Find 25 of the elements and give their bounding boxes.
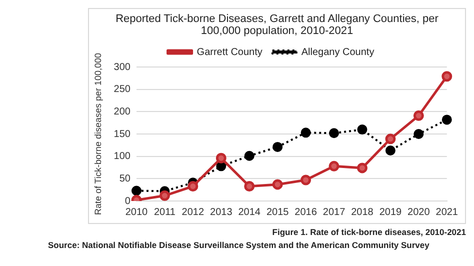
x-tick-label: 2021 bbox=[436, 206, 458, 218]
source-note: Source: National Notifiable Disease Surveillance System and the American Community Survey bbox=[48, 240, 430, 250]
x-tick-label: 2017 bbox=[322, 206, 346, 218]
caption: Figure 1. Rate of tick-borne diseases, 2010-2021 bbox=[271, 227, 466, 237]
y-tick-label: 300 bbox=[114, 62, 131, 73]
x-tick-label: 2010 bbox=[125, 206, 148, 218]
x-tick-label: 2016 bbox=[294, 206, 318, 218]
x-tick-label: 2013 bbox=[210, 206, 233, 218]
y-tick-label: 50 bbox=[119, 173, 131, 184]
y-tick-label: 100 bbox=[114, 151, 131, 162]
x-tick-label: 2014 bbox=[238, 206, 261, 218]
y-tick-label: 150 bbox=[114, 128, 131, 140]
x-tick-label: 2020 bbox=[408, 206, 430, 218]
x-tick-label: 2019 bbox=[379, 206, 402, 218]
x-tick-label: 2018 bbox=[351, 206, 374, 218]
x-tick-label: 2011 bbox=[154, 206, 176, 218]
y-tick-label: 200 bbox=[114, 106, 131, 118]
x-tick-label: 2015 bbox=[266, 206, 290, 218]
legend-label: Allegany County bbox=[301, 46, 374, 58]
x-tick-label: 2012 bbox=[182, 206, 204, 218]
y-axis-title: Rate of Tick-borne diseases per 100,000 bbox=[92, 52, 103, 216]
y-tick-label: 250 bbox=[114, 84, 131, 96]
legend-label: Garrett County bbox=[196, 46, 262, 58]
y-tick-label: 0 bbox=[124, 196, 131, 207]
chart-title: Reported Tick-borne Diseases, Garrett and Allegany Counties, per 100,000 population, 2010-2021 bbox=[114, 12, 440, 37]
